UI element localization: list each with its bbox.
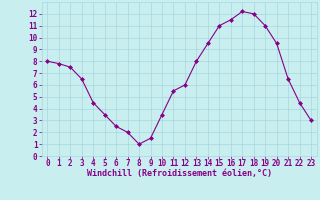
X-axis label: Windchill (Refroidissement éolien,°C): Windchill (Refroidissement éolien,°C) bbox=[87, 169, 272, 178]
